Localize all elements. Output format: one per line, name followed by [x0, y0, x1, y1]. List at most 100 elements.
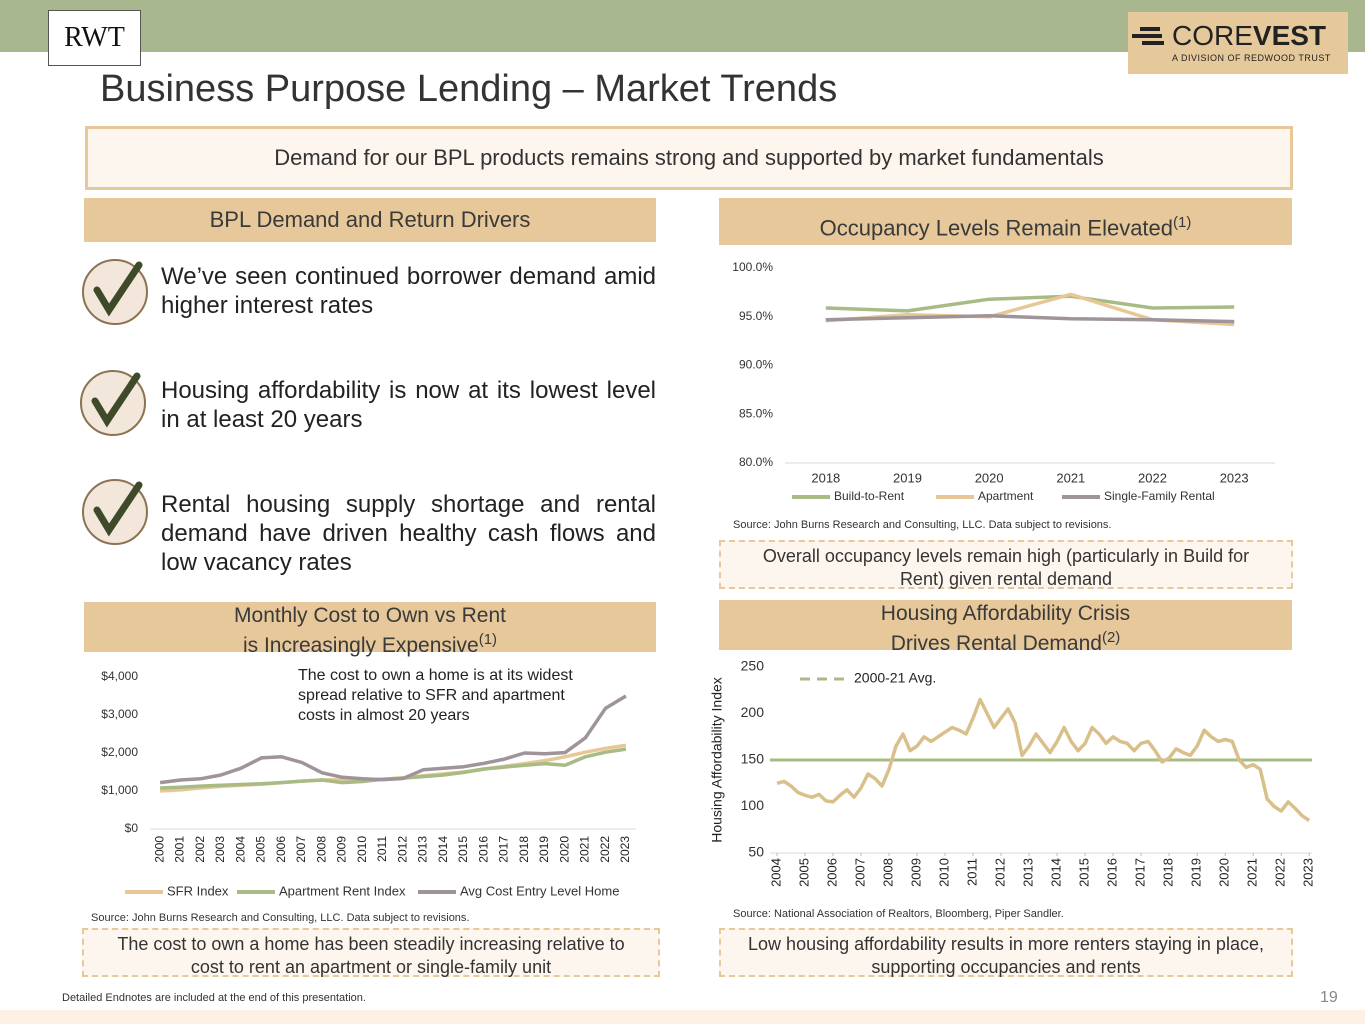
corevest-tagline: A DIVISION OF REDWOOD TRUST: [1172, 53, 1331, 63]
series-line: [159, 694, 627, 785]
series-line: [776, 697, 1311, 822]
x-tick-label: 2021: [578, 836, 592, 863]
x-tick-label: 2014: [1049, 858, 1064, 887]
y-tick-label: 50: [748, 844, 764, 860]
legend-label: 2000-21 Avg.: [854, 670, 936, 686]
x-tick-label: 2007: [294, 836, 308, 863]
x-tick-label: 2004: [233, 836, 247, 863]
source: Source: John Burns Research and Consulti…: [733, 519, 1112, 531]
x-tick-label: 2003: [213, 836, 227, 863]
y-tick-label: 80.0%: [739, 455, 773, 469]
y-tick-label: $4,000: [101, 669, 138, 683]
y-tick-label: $1,000: [101, 783, 138, 797]
drivers-heading: BPL Demand and Return Drivers: [84, 198, 656, 242]
logo-light: CORE: [1172, 20, 1253, 51]
chart-title: Occupancy Levels Remain Elevated(1): [719, 198, 1292, 245]
legend-label: Apartment: [978, 489, 1034, 503]
x-tick-label: 2020: [1217, 858, 1232, 887]
x-tick-label: 2006: [824, 858, 839, 887]
source: Source: John Burns Research and Consulti…: [91, 912, 470, 924]
driver-item: Rental housing supply shortage and renta…: [161, 491, 656, 576]
driver-item: Housing affordability is now at its lowe…: [161, 377, 656, 433]
corevest-logo: COREVEST: [1172, 20, 1326, 52]
x-tick-label: 2013: [1021, 858, 1036, 887]
y-tick-label: 85.0%: [739, 406, 773, 420]
x-tick-label: 2008: [314, 836, 328, 863]
x-tick-label: 2012: [993, 858, 1008, 887]
source: Source: National Association of Realtors…: [733, 908, 1064, 920]
takeaway: Low housing affordability results in mor…: [719, 928, 1293, 977]
banner: Demand for our BPL products remains stro…: [85, 126, 1293, 190]
x-tick-label: 2019: [537, 836, 551, 863]
chart-title: Monthly Cost to Own vs Rent is Increasing…: [84, 602, 656, 657]
page-title: Business Purpose Lending – Market Trends: [100, 68, 838, 110]
title-line: Housing Affordability Crisis: [880, 602, 1131, 625]
legend-label: Single-Family Rental: [1104, 489, 1215, 503]
x-tick-label: 2007: [852, 858, 867, 887]
x-tick-label: 2018: [517, 836, 531, 863]
x-tick-label: 2006: [274, 836, 288, 863]
title-text: Occupancy Levels Remain Elevated: [819, 215, 1174, 241]
x-tick-label: 2005: [254, 836, 268, 863]
x-tick-label: 2023: [618, 836, 632, 863]
logo-bold: VEST: [1252, 20, 1327, 51]
title-note: (1): [1173, 214, 1192, 231]
x-tick-label: 2020: [557, 836, 571, 863]
x-tick-label: 2018: [811, 470, 840, 485]
y-tick-label: 150: [741, 751, 765, 767]
x-tick-label: 2009: [908, 858, 923, 887]
x-tick-label: 2020: [975, 470, 1004, 485]
y-tick-label: 90.0%: [739, 358, 773, 372]
footer-note: Detailed Endnotes are included at the en…: [62, 992, 366, 1004]
y-tick-label: 95.0%: [739, 309, 773, 323]
corevest-icon: [1132, 27, 1164, 45]
x-tick-label: 2009: [335, 836, 349, 863]
x-tick-label: 2022: [598, 836, 612, 863]
x-tick-label: 2019: [893, 470, 922, 485]
series-line: [160, 747, 627, 790]
x-tick-label: 2022: [1138, 470, 1167, 485]
x-tick-label: 2001: [173, 836, 187, 863]
x-tick-label: 2017: [1133, 858, 1148, 887]
title-line-2: Drives Rental Demand(2): [719, 626, 1292, 656]
series-line: [825, 314, 1235, 324]
bottom-band: [0, 1010, 1365, 1024]
takeaway: The cost to own a home has been steadily…: [82, 928, 660, 977]
y-tick-label: $2,000: [101, 745, 138, 759]
rwt-logo-box: [48, 10, 141, 66]
y-tick-label: $0: [125, 821, 139, 835]
annotation: The cost to own a home is at its widest …: [298, 667, 573, 724]
x-tick-label: 2010: [355, 836, 369, 863]
x-tick-label: 2022: [1273, 858, 1288, 887]
title-line: Monthly Cost to Own vs Rent: [234, 604, 506, 627]
x-tick-label: 2023: [1301, 858, 1316, 887]
x-tick-label: 2012: [395, 836, 409, 863]
x-tick-label: 2005: [796, 858, 811, 887]
chart-title: Housing Affordability Crisis Drives Renta…: [719, 600, 1292, 655]
title-note: (2): [1101, 629, 1121, 646]
takeaway: Overall occupancy levels remain high (pa…: [719, 540, 1293, 589]
x-tick-label: 2015: [456, 836, 470, 863]
y-tick-label: 100: [741, 797, 765, 813]
legend-label: SFR Index: [167, 883, 229, 898]
legend-label: Apartment Rent Index: [279, 883, 406, 898]
title-text: Drives Rental Demand: [890, 632, 1102, 655]
rwt-logo: RWT: [64, 22, 125, 53]
x-tick-label: 2002: [193, 836, 207, 863]
x-tick-label: 2011: [375, 836, 389, 862]
legend-label: Build-to-Rent: [834, 489, 905, 503]
legend-label: Avg Cost Entry Level Home: [460, 883, 619, 898]
x-tick-label: 2010: [937, 858, 952, 887]
x-tick-label: 2011: [965, 858, 980, 886]
x-tick-label: 2008: [880, 858, 895, 887]
x-tick-label: 2023: [1220, 470, 1249, 485]
x-tick-label: 2019: [1189, 858, 1204, 887]
y-tick-label: $3,000: [101, 707, 138, 721]
y-tick-label: 250: [741, 658, 765, 674]
x-tick-label: 2018: [1161, 858, 1176, 887]
series-line: [825, 294, 1235, 313]
x-tick-label: 2021: [1056, 470, 1085, 485]
y-axis-label: Housing Affordability Index: [709, 677, 725, 843]
